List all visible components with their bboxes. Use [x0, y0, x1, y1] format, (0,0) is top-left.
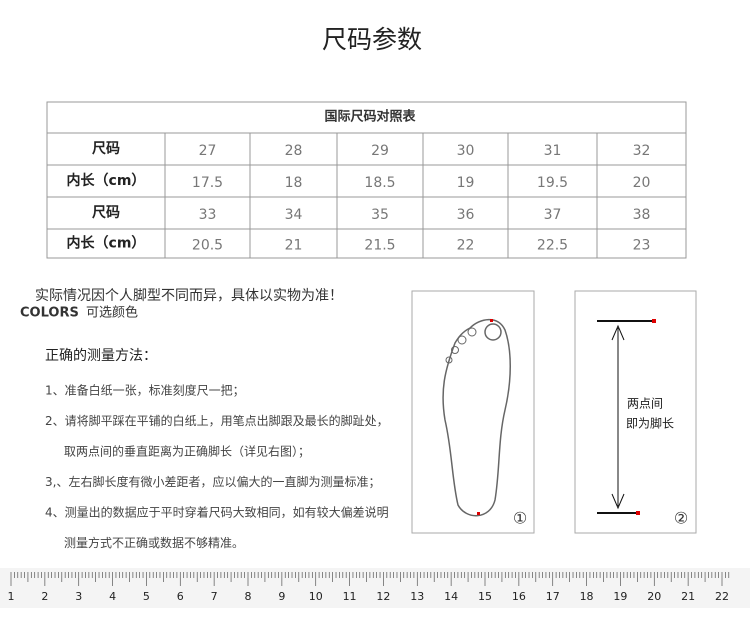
- ruler-label: 18: [580, 590, 594, 603]
- ruler-label: 5: [143, 590, 150, 603]
- row-header: 尺码: [92, 141, 120, 157]
- table-cell: 20.5: [192, 238, 223, 254]
- table-cell: 18: [285, 175, 303, 191]
- table-cell: 21.5: [364, 238, 395, 254]
- ruler-label: 15: [478, 590, 492, 603]
- toe: [467, 327, 477, 337]
- length-label: ②: [674, 509, 688, 528]
- top-point: [652, 319, 656, 323]
- instruction: 2、请将脚平踩在平铺的白纸上，用笔点出脚跟及最长的脚趾处，: [45, 413, 389, 428]
- instruction: 3,、左右脚长度有微小差距者，应以偏大的一直脚为测量标准；: [45, 474, 380, 489]
- foot-box: [411, 290, 535, 534]
- length-text: 两点间: [627, 397, 663, 411]
- ruler-label: 3: [75, 590, 82, 603]
- table-cell: 33: [199, 207, 217, 223]
- toe-point: [490, 319, 493, 322]
- ruler-label: 6: [177, 590, 184, 603]
- instruction: 测量方式不正确或数据不够精准。: [64, 535, 244, 550]
- heel-point: [477, 512, 480, 515]
- table-cell: 17.5: [192, 175, 223, 191]
- table-cell: 32: [633, 143, 651, 159]
- ruler-label: 16: [512, 590, 526, 603]
- colors-text: 可选颜色: [86, 305, 138, 321]
- ruler-label: 19: [613, 590, 627, 603]
- table-cell: 29: [371, 143, 389, 159]
- table-cell: 37: [544, 207, 562, 223]
- title: 尺码参数: [322, 25, 422, 54]
- big-toe: [484, 323, 502, 341]
- toe: [457, 335, 467, 345]
- row-header: 内长（cm）: [67, 235, 146, 252]
- note: 实际情况因个人脚型不同而异，具体以实物为准！: [35, 288, 343, 304]
- arrow-heads: [611, 324, 625, 510]
- table-caption: 国际尺码对照表: [324, 109, 416, 125]
- table-cell: 21: [285, 238, 303, 254]
- table-cell: 31: [544, 143, 562, 159]
- bottom-point: [636, 511, 640, 515]
- table-cell: 28: [285, 143, 303, 159]
- instructions-heading: 正确的测量方法：: [45, 348, 157, 364]
- ruler-label: 12: [376, 590, 390, 603]
- ruler-label: 10: [309, 590, 323, 603]
- table-cell: 36: [457, 207, 475, 223]
- toe: [445, 356, 453, 364]
- ruler-label: 14: [444, 590, 458, 603]
- ruler-label: 8: [245, 590, 252, 603]
- ruler-label: 11: [343, 590, 357, 603]
- ruler-label: 7: [211, 590, 218, 603]
- ruler-label: 17: [546, 590, 560, 603]
- foot-outline: [442, 318, 511, 517]
- toe: [451, 346, 459, 354]
- table-cell: 20: [633, 175, 651, 191]
- table-cell: 35: [371, 207, 389, 223]
- length-text: 即为脚长: [626, 416, 674, 431]
- ruler-label: 2: [41, 590, 48, 603]
- instruction: 1、准备白纸一张，标准刻度尺一把；: [45, 383, 245, 398]
- ruler: [0, 568, 750, 608]
- table-cell: 30: [457, 143, 475, 159]
- colors-label: COLORS: [20, 306, 79, 321]
- table-cell: 18.5: [364, 175, 395, 191]
- ruler-label: 4: [109, 590, 116, 603]
- ruler-label: 9: [278, 590, 285, 603]
- ruler-label: 20: [647, 590, 661, 603]
- foot-label: ①: [513, 509, 527, 528]
- table-cell: 38: [633, 207, 651, 223]
- table-cell: 22.5: [537, 238, 568, 254]
- ruler-label: 1: [8, 590, 15, 603]
- instruction: 4、测量出的数据应于平时穿着尺码大致相同，如有较大偏差说明: [45, 505, 389, 520]
- table-cell: 23: [633, 238, 651, 254]
- ruler-label: 13: [410, 590, 424, 603]
- ruler-label: 22: [715, 590, 729, 603]
- table-cell: 19.5: [537, 175, 568, 191]
- row-header: 尺码: [92, 205, 120, 221]
- length-box: [574, 290, 697, 534]
- instruction: 取两点间的垂直距离为正确脚长（详见右图）；: [64, 444, 310, 459]
- table-cell: 22: [457, 238, 475, 254]
- table-cell: 19: [457, 175, 475, 191]
- table-cell: 27: [199, 143, 217, 159]
- ruler-label: 21: [681, 590, 695, 603]
- table-cell: 34: [285, 207, 303, 223]
- row-header: 内长（cm）: [67, 172, 146, 189]
